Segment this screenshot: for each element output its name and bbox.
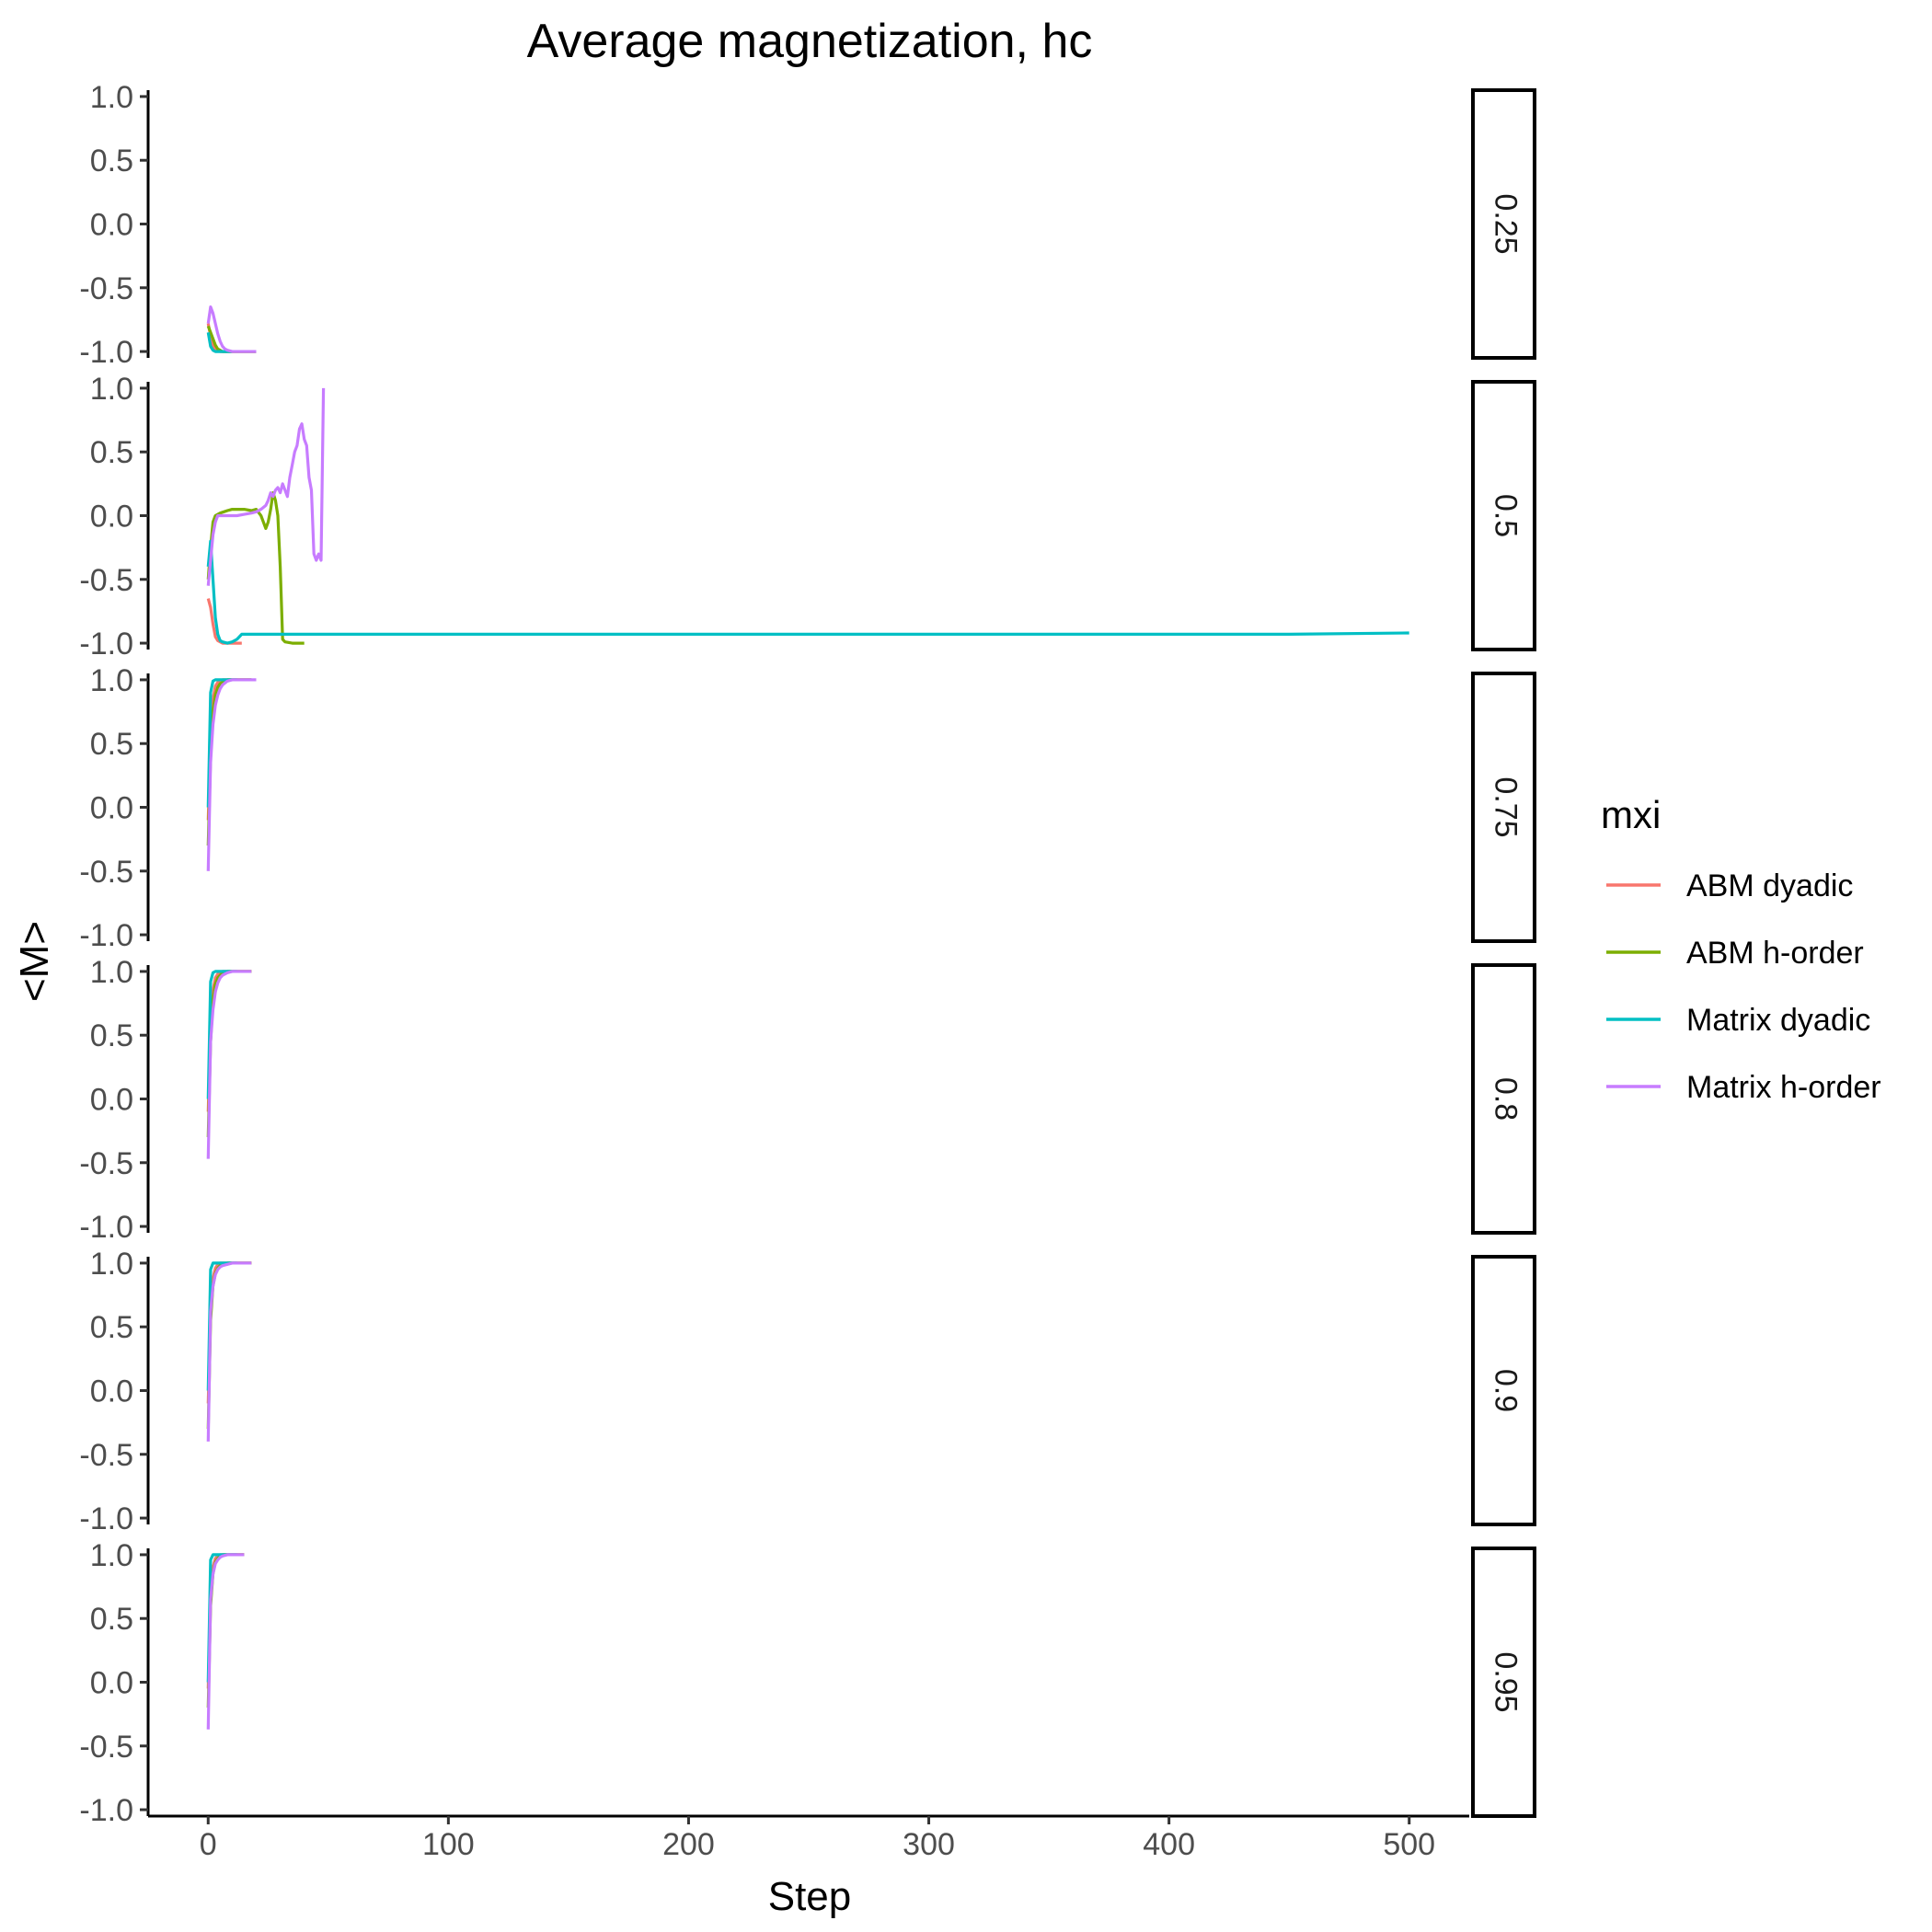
series-line (206, 1261, 252, 1442)
x-tick-label: 200 (662, 1827, 715, 1862)
y-tick-label: 1.0 (90, 80, 133, 115)
series-line (206, 678, 257, 871)
y-tick-label: 0.5 (90, 144, 133, 178)
y-tick-label: 0.0 (90, 1374, 133, 1409)
y-tick-label: 1.0 (90, 663, 133, 698)
y-tick-label: -0.5 (79, 855, 133, 890)
y-tick-label: 0.5 (90, 727, 133, 762)
facet-strip (1471, 672, 1536, 943)
facet-strip-label: 0.95 (1489, 1651, 1524, 1712)
facet-strip-label: 0.8 (1489, 1077, 1524, 1121)
chart-title: Average magnetization, hc (527, 15, 1093, 68)
legend-label: Matrix dyadic (1686, 1003, 1870, 1038)
y-tick-label: -1.0 (79, 627, 133, 661)
series-line (206, 305, 257, 353)
y-tick-label: 0.5 (90, 1018, 133, 1053)
facet-strip (1471, 1547, 1536, 1818)
series-line (206, 539, 1409, 645)
y-tick-label: 0.0 (90, 500, 133, 535)
facet-panel: 1.0 0.5 0.0 -0.5 -1.0 0.75 (79, 663, 1536, 953)
legend-label: ABM h-order (1686, 936, 1864, 971)
y-tick-label: 0.5 (90, 435, 133, 470)
y-tick-label: -1.0 (79, 918, 133, 953)
series-line (206, 1261, 252, 1430)
facet-strip (1471, 380, 1536, 651)
x-tick-label: 300 (903, 1827, 955, 1862)
y-tick-label: 1.0 (90, 1247, 133, 1282)
facet-panel: 1.0 0.5 0.0 -0.5 -1.0 0.8 (79, 955, 1536, 1245)
legend-label: Matrix h-order (1686, 1070, 1881, 1105)
y-tick-label: -0.5 (79, 563, 133, 598)
series-line (206, 490, 305, 645)
facet-strip (1471, 1255, 1536, 1526)
y-tick-label: 1.0 (90, 955, 133, 990)
series-line (206, 387, 326, 586)
y-tick-label: 0.5 (90, 1310, 133, 1345)
y-tick-label: -0.5 (79, 1146, 133, 1181)
y-tick-label: -1.0 (79, 1501, 133, 1536)
facet-strip-label: 0.5 (1489, 494, 1524, 537)
series-line (206, 1553, 245, 1730)
series-line (206, 970, 252, 1159)
facet-strip-label: 0.25 (1489, 193, 1524, 254)
x-axis: 0 100 200 300 400 500 (148, 1814, 1469, 1862)
y-axis-title: <M> (12, 921, 57, 1002)
y-tick-label: -1.0 (79, 1793, 133, 1828)
y-tick-label: -1.0 (79, 335, 133, 370)
y-tick-label: 0.5 (90, 1602, 133, 1637)
y-tick-label: 1.0 (90, 1538, 133, 1573)
y-tick-label: 0.0 (90, 791, 133, 826)
facet-panels: 1.0 0.5 0.0 -0.5 -1.0 0.25 1.0 0.5 0.0 -0.5 -1.0 0.… (79, 80, 1536, 1828)
facet-panel: 1.0 0.5 0.0 -0.5 -1.0 0.9 (79, 1247, 1536, 1536)
y-tick-label: 0.0 (90, 1666, 133, 1701)
y-tick-label: -1.0 (79, 1210, 133, 1245)
facet-strip-label: 0.75 (1489, 776, 1524, 837)
y-tick-label: -0.5 (79, 271, 133, 306)
x-tick-label: 500 (1383, 1827, 1435, 1862)
x-tick-label: 0 (200, 1827, 217, 1862)
y-tick-label: -0.5 (79, 1730, 133, 1765)
x-axis-title: Step (768, 1874, 852, 1919)
facet-panel: 1.0 0.5 0.0 -0.5 -1.0 0.95 (79, 1538, 1536, 1828)
facet-panel: 1.0 0.5 0.0 -0.5 -1.0 0.25 (79, 80, 1536, 370)
legend-label: ABM dyadic (1686, 868, 1853, 903)
facet-strip (1471, 88, 1536, 360)
y-tick-label: 0.0 (90, 208, 133, 243)
facet-strip-label: 0.9 (1489, 1369, 1524, 1412)
facet-strip (1471, 963, 1536, 1235)
x-tick-label: 400 (1143, 1827, 1195, 1862)
legend: mxi ABM dyadic ABM h-order Matrix dyadic Ma… (1601, 793, 1881, 1105)
facet-panel: 1.0 0.5 0.0 -0.5 -1.0 0.5 (79, 372, 1536, 661)
y-tick-label: 0.0 (90, 1083, 133, 1118)
x-tick-label: 100 (422, 1827, 475, 1862)
series-line (206, 332, 233, 353)
y-tick-label: 1.0 (90, 372, 133, 407)
legend-title: mxi (1601, 793, 1661, 836)
y-tick-label: -0.5 (79, 1438, 133, 1473)
